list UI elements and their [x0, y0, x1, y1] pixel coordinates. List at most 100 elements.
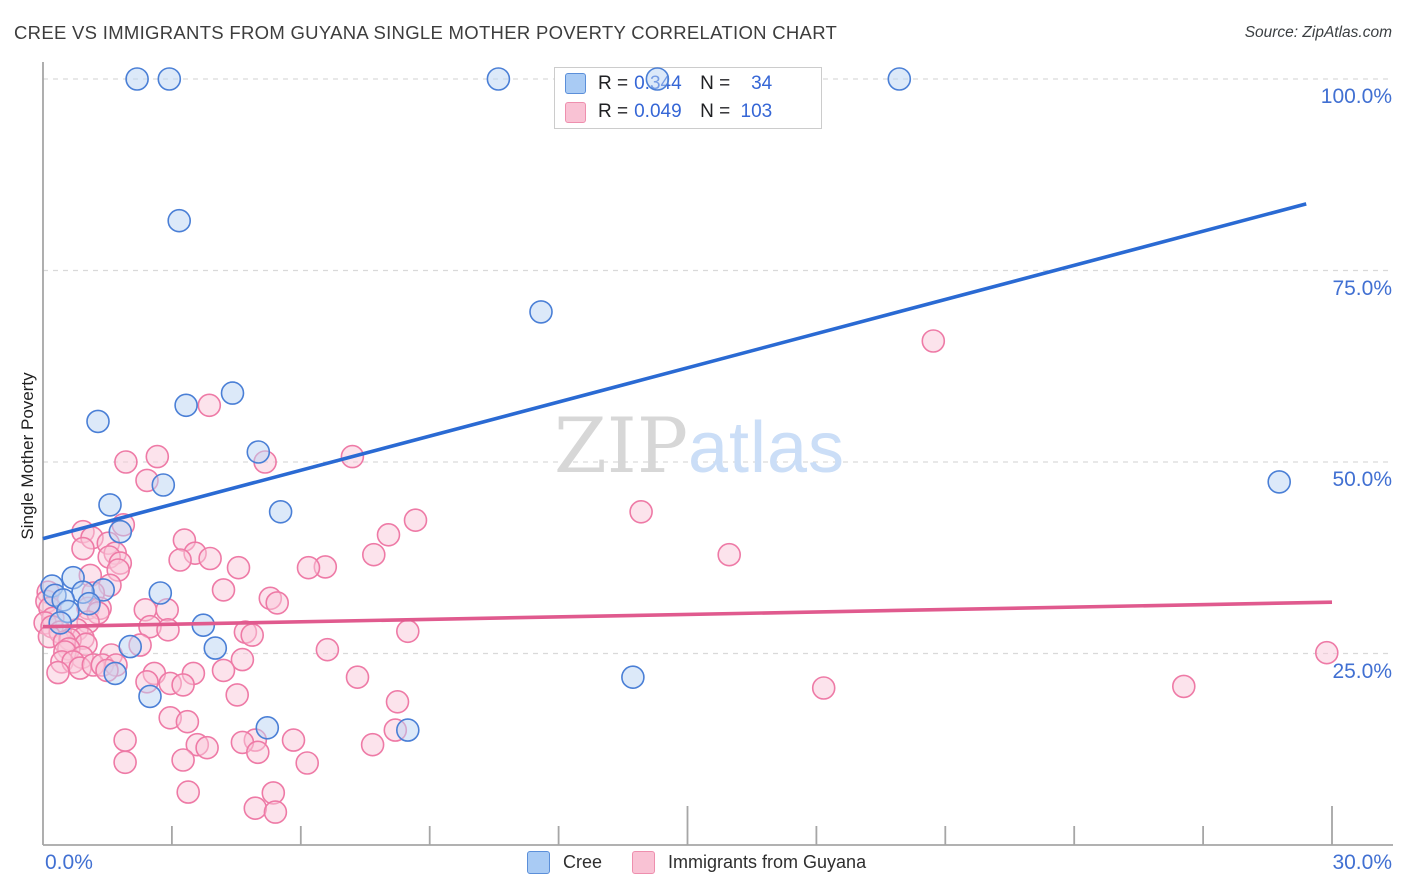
data-point-immigrants-from-guyana[interactable] [197, 393, 222, 418]
data-point-immigrants-from-guyana[interactable] [245, 740, 270, 765]
n-label: N = [700, 101, 731, 123]
legend-item-cree: Cree [527, 851, 602, 874]
x-tick-label-30: 30.0% [1332, 851, 1392, 874]
source-attribution: Source: ZipAtlas.com [1244, 24, 1392, 41]
data-point-cree[interactable] [887, 67, 912, 91]
data-point-cree[interactable] [174, 393, 198, 418]
n-label: N = [700, 72, 731, 94]
data-point-immigrants-from-guyana[interactable] [113, 728, 137, 752]
data-point-cree[interactable] [255, 715, 280, 740]
y-tick-label-50: 50.0% [1332, 468, 1392, 491]
x-tick-label-0: 0.0% [45, 851, 93, 874]
data-point-cree[interactable] [167, 208, 191, 233]
data-point-immigrants-from-guyana[interactable] [243, 796, 268, 821]
data-point-cree[interactable] [108, 519, 133, 544]
data-point-cree[interactable] [645, 67, 670, 91]
data-point-immigrants-from-guyana[interactable] [295, 751, 320, 775]
data-point-immigrants-from-guyana[interactable] [171, 748, 195, 772]
data-point-immigrants-from-guyana[interactable] [1172, 674, 1196, 699]
r-label: R = [598, 72, 629, 94]
data-point-immigrants-from-guyana[interactable] [315, 637, 340, 662]
data-point-immigrants-from-guyana[interactable] [156, 617, 180, 642]
data-point-cree[interactable] [268, 499, 293, 524]
data-point-immigrants-from-guyana[interactable] [113, 750, 137, 775]
data-point-immigrants-from-guyana[interactable] [360, 732, 385, 757]
data-point-immigrants-from-guyana[interactable] [345, 665, 370, 690]
data-point-cree[interactable] [486, 67, 511, 91]
data-point-cree[interactable] [148, 581, 173, 605]
data-point-cree[interactable] [77, 591, 101, 616]
y-tick-label-75: 75.0% [1332, 277, 1392, 300]
data-point-immigrants-from-guyana[interactable] [395, 619, 420, 644]
data-point-cree[interactable] [203, 636, 228, 660]
data-point-immigrants-from-guyana[interactable] [195, 735, 219, 760]
data-point-immigrants-from-guyana[interactable] [114, 450, 138, 474]
data-point-cree[interactable] [98, 493, 122, 517]
data-point-immigrants-from-guyana[interactable] [281, 728, 306, 752]
data-point-immigrants-from-guyana[interactable] [376, 522, 401, 547]
data-point-cree[interactable] [103, 661, 127, 686]
data-point-immigrants-from-guyana[interactable] [211, 658, 236, 683]
cree-n-value: 34 [751, 72, 773, 94]
guyana-n-value: 103 [740, 101, 773, 123]
page-title: CREE VS IMMIGRANTS FROM GUYANA SINGLE MO… [14, 22, 838, 43]
series-legend: Cree Immigrants from Guyana [527, 851, 866, 874]
data-point-immigrants-from-guyana[interactable] [225, 683, 249, 707]
data-point-immigrants-from-guyana[interactable] [168, 548, 192, 572]
data-point-immigrants-from-guyana[interactable] [811, 676, 836, 700]
data-point-immigrants-from-guyana[interactable] [361, 542, 386, 567]
data-point-immigrants-from-guyana[interactable] [403, 508, 428, 533]
trend-line-cree [42, 202, 1307, 541]
data-point-immigrants-from-guyana[interactable] [263, 800, 288, 824]
cree-legend-swatch-icon [527, 851, 550, 874]
data-point-cree[interactable] [395, 718, 420, 742]
guyana-swatch-icon [565, 101, 586, 123]
data-point-cree[interactable] [48, 611, 73, 635]
guyana-legend-swatch-icon [632, 851, 656, 874]
correlation-stats-legend: R = 0.344 N = 34 R = 0.049 N = 103 [554, 67, 822, 129]
data-point-immigrants-from-guyana[interactable] [230, 647, 255, 672]
y-axis-title: Single Mother Poverty [18, 372, 37, 540]
data-point-immigrants-from-guyana[interactable] [240, 623, 264, 647]
data-point-immigrants-from-guyana[interactable] [145, 444, 170, 469]
points-cree [40, 67, 1291, 742]
data-point-cree[interactable] [125, 67, 149, 91]
data-point-cree[interactable] [138, 684, 162, 709]
r-label: R = [598, 101, 629, 123]
guyana-r-value: 0.049 [634, 101, 682, 123]
data-point-cree[interactable] [151, 473, 176, 497]
data-point-immigrants-from-guyana[interactable] [296, 555, 321, 580]
data-point-cree[interactable] [621, 665, 645, 690]
data-point-immigrants-from-guyana[interactable] [226, 555, 251, 580]
legend-item-guyana: Immigrants from Guyana [632, 851, 866, 874]
data-point-cree[interactable] [86, 409, 110, 434]
data-point-immigrants-from-guyana[interactable] [717, 542, 742, 567]
data-point-cree[interactable] [1267, 470, 1291, 494]
stats-row-guyana: R = 0.049 N = 103 [565, 101, 811, 125]
data-point-immigrants-from-guyana[interactable] [211, 578, 236, 602]
data-point-immigrants-from-guyana[interactable] [175, 709, 200, 734]
data-point-immigrants-from-guyana[interactable] [176, 780, 200, 804]
data-point-immigrants-from-guyana[interactable] [385, 689, 410, 714]
data-point-immigrants-from-guyana[interactable] [921, 329, 946, 353]
data-point-immigrants-from-guyana[interactable] [46, 660, 70, 685]
data-point-cree[interactable] [246, 440, 271, 464]
trend-line-immigrants-from-guyana [42, 600, 1333, 629]
y-tick-label-100: 100.0% [1320, 85, 1392, 108]
data-point-immigrants-from-guyana[interactable] [1315, 640, 1339, 665]
data-point-immigrants-from-guyana[interactable] [71, 536, 95, 561]
data-point-cree[interactable] [529, 300, 553, 324]
data-point-immigrants-from-guyana[interactable] [171, 673, 195, 697]
guyana-legend-label: Immigrants from Guyana [668, 852, 867, 872]
data-point-immigrants-from-guyana[interactable] [265, 591, 290, 615]
data-point-cree[interactable] [157, 67, 182, 91]
data-point-cree[interactable] [118, 634, 142, 659]
data-point-cree[interactable] [220, 381, 245, 405]
cree-swatch-icon [565, 73, 586, 95]
cree-legend-label: Cree [563, 852, 603, 872]
y-tick-label-25: 25.0% [1332, 660, 1392, 683]
data-point-immigrants-from-guyana[interactable] [629, 499, 653, 524]
data-point-immigrants-from-guyana[interactable] [198, 546, 222, 571]
